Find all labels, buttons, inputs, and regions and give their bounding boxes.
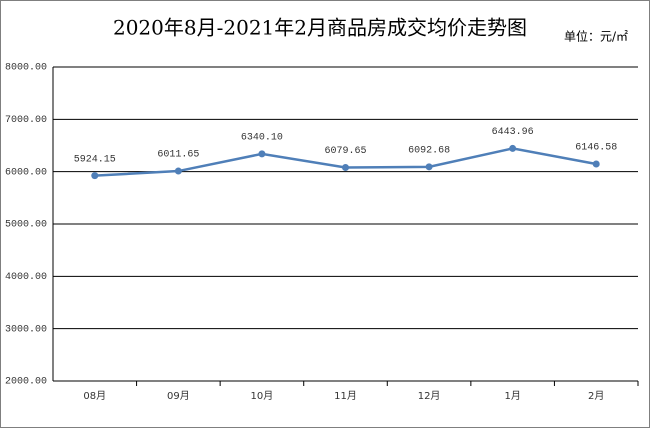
y-tick-label: 3000.00 (5, 324, 47, 335)
x-tick-label: 1月 (504, 390, 520, 402)
x-tick-label: 08月 (83, 390, 106, 402)
point (425, 163, 433, 171)
y-tick-label: 4000.00 (5, 272, 47, 283)
data-label: 6079.65 (324, 146, 366, 157)
data-label: 6011.65 (157, 150, 199, 161)
point (258, 150, 266, 158)
y-tick-label: 7000.00 (5, 115, 47, 126)
point (174, 167, 182, 175)
data-label: 6092.68 (408, 145, 450, 156)
y-tick-label: 8000.00 (5, 63, 47, 74)
point (509, 144, 517, 152)
y-tick-label: 6000.00 (5, 167, 47, 178)
chart-title: 2020年8月-2021年2月商品房成交均价走势图 (113, 16, 527, 40)
point (592, 160, 600, 168)
y-tick-label: 2000.00 (5, 377, 47, 388)
x-tick-label: 2月 (588, 390, 604, 402)
x-tick-label: 11月 (334, 390, 357, 402)
data-label: 6146.58 (575, 143, 617, 154)
x-tick-label: 12月 (418, 390, 441, 402)
data-label: 5924.15 (74, 154, 116, 165)
point (342, 163, 349, 171)
data-label: 6340.10 (241, 133, 283, 144)
data-label: 6443.96 (492, 127, 534, 138)
x-tick-label: 09月 (167, 390, 190, 402)
point (91, 172, 99, 180)
unit-label: 单位：元/㎡ (564, 29, 628, 44)
x-tick-label: 10月 (251, 390, 274, 402)
y-tick-label: 5000.00 (5, 220, 47, 231)
